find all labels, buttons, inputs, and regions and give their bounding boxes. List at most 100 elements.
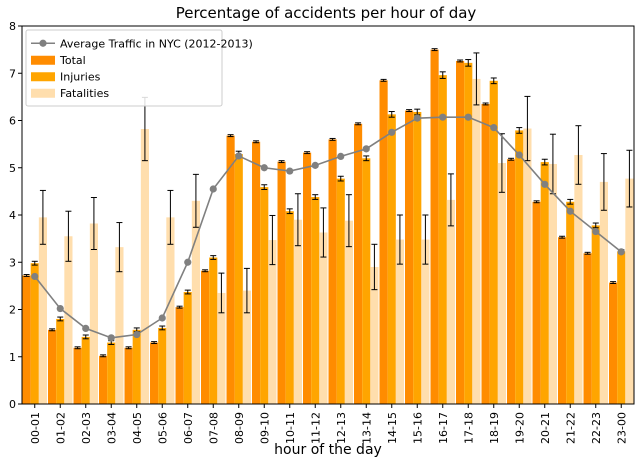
bar-total-20-21 — [532, 201, 541, 404]
bar-fatalities-05-06 — [166, 217, 175, 404]
bar-injuries-07-08 — [209, 257, 218, 404]
error-bar-fatalities-07-08 — [218, 272, 225, 314]
bar-total-18-19 — [481, 103, 490, 405]
bar-total-16-17 — [430, 49, 439, 405]
error-bar-injuries-01-02 — [57, 316, 64, 322]
bar-total-07-08 — [201, 270, 210, 404]
error-bar-injuries-21-22 — [567, 198, 574, 205]
bar-total-09-10 — [252, 141, 261, 404]
traffic-point-10-11 — [286, 167, 294, 175]
error-bar-injuries-09-10 — [261, 184, 268, 190]
error-bar-injuries-14-15 — [388, 111, 395, 118]
traffic-point-18-19 — [490, 123, 498, 132]
bar-total-22-23 — [583, 253, 592, 404]
bar-injuries-22-23 — [591, 225, 600, 404]
error-bar-fatalities-22-23 — [600, 153, 607, 211]
traffic-point-02-03 — [82, 324, 90, 332]
bar-injuries-08-09 — [234, 154, 243, 404]
bar-total-13-14 — [354, 123, 363, 404]
error-bar-total-09-10 — [253, 140, 260, 144]
error-bar-total-05-06 — [151, 341, 158, 345]
bar-total-21-22 — [558, 237, 567, 404]
bar-fatalities-17-18 — [472, 78, 481, 405]
traffic-point-13-14 — [362, 145, 370, 153]
error-bar-fatalities-16-17 — [447, 173, 454, 227]
bar-total-15-16 — [405, 110, 414, 404]
error-bar-injuries-16-17 — [439, 71, 446, 79]
error-bar-fatalities-06-07 — [192, 173, 199, 228]
x-tick-label-07-08: 07-08 — [207, 412, 220, 444]
traffic-point-20-21 — [541, 180, 549, 188]
bar-injuries-21-22 — [566, 201, 575, 404]
error-bar-injuries-11-12 — [312, 194, 319, 200]
traffic-point-21-22 — [566, 207, 574, 215]
bar-injuries-17-18 — [464, 62, 473, 405]
error-bar-fatalities-14-15 — [396, 214, 403, 265]
error-bar-total-06-07 — [176, 305, 183, 309]
bar-injuries-20-21 — [540, 162, 549, 404]
bar-total-00-01 — [22, 275, 31, 404]
error-bar-total-03-04 — [100, 354, 107, 358]
x-tick-label-11-12: 11-12 — [309, 412, 322, 444]
bar-total-10-11 — [277, 161, 286, 404]
error-bar-fatalities-13-14 — [371, 243, 378, 291]
legend-box — [25, 29, 223, 107]
x-tick-label-03-04: 03-04 — [105, 412, 118, 444]
bar-injuries-14-15 — [387, 114, 396, 405]
bar-fatalities-07-08 — [217, 292, 226, 404]
bar-total-19-20 — [507, 159, 516, 404]
error-bar-fatalities-03-04 — [116, 222, 123, 273]
error-bar-fatalities-10-11 — [294, 193, 301, 247]
bars-layer — [22, 49, 634, 405]
bar-total-03-04 — [99, 355, 108, 404]
error-bar-fatalities-02-03 — [90, 197, 97, 250]
bar-injuries-19-20 — [515, 130, 524, 405]
bar-total-23-00 — [609, 282, 618, 404]
bar-injuries-09-10 — [260, 187, 269, 404]
bar-injuries-00-01 — [30, 263, 39, 404]
x-tick-label-00-01: 00-01 — [29, 412, 42, 444]
bar-fatalities-21-22 — [574, 154, 583, 404]
bar-fatalities-14-15 — [395, 239, 404, 404]
bar-fatalities-11-12 — [319, 232, 328, 404]
error-bar-total-18-19 — [482, 102, 489, 106]
bar-total-17-18 — [456, 60, 465, 404]
bar-total-12-13 — [328, 139, 337, 404]
x-tick-label-22-23: 22-23 — [590, 412, 603, 444]
error-bar-total-14-15 — [380, 78, 387, 82]
bar-injuries-06-07 — [183, 292, 192, 404]
error-bar-injuries-00-01 — [31, 260, 38, 266]
legend-label: Total — [59, 54, 86, 67]
traffic-point-03-04 — [107, 334, 115, 342]
error-bar-injuries-05-06 — [159, 325, 166, 331]
traffic-point-16-17 — [439, 113, 447, 121]
traffic-point-05-06 — [158, 314, 166, 322]
error-bar-fatalities-11-12 — [320, 207, 327, 258]
legend-label: Injuries — [60, 70, 101, 83]
x-tick-label-20-21: 20-21 — [539, 412, 552, 444]
bar-total-01-02 — [48, 329, 57, 404]
bar-injuries-04-05 — [132, 329, 141, 404]
x-tick-label-06-07: 06-07 — [182, 412, 195, 444]
y-tick-label-0: 0 — [9, 398, 16, 411]
y-tick-label-7: 7 — [9, 67, 16, 80]
y-tick-label-8: 8 — [9, 20, 16, 33]
error-bars-layer — [23, 48, 633, 358]
error-bar-total-02-03 — [74, 346, 81, 350]
bar-injuries-12-13 — [336, 178, 345, 404]
legend-label: Fatalities — [60, 87, 109, 100]
error-bar-total-17-18 — [457, 59, 464, 63]
error-bar-injuries-22-23 — [592, 222, 599, 229]
x-tick-label-04-05: 04-05 — [131, 412, 144, 444]
traffic-point-23-00 — [617, 248, 625, 256]
error-bar-injuries-17-18 — [465, 59, 472, 67]
error-bar-injuries-20-21 — [541, 158, 548, 166]
error-bar-injuries-18-19 — [490, 77, 497, 85]
error-bar-injuries-10-11 — [286, 208, 293, 215]
error-bar-total-11-12 — [304, 151, 311, 155]
bar-injuries-11-12 — [311, 197, 320, 404]
error-bar-fatalities-12-13 — [345, 194, 352, 248]
x-tick-label-02-03: 02-03 — [80, 412, 93, 444]
legend-item-injuries: Injuries — [31, 70, 101, 83]
